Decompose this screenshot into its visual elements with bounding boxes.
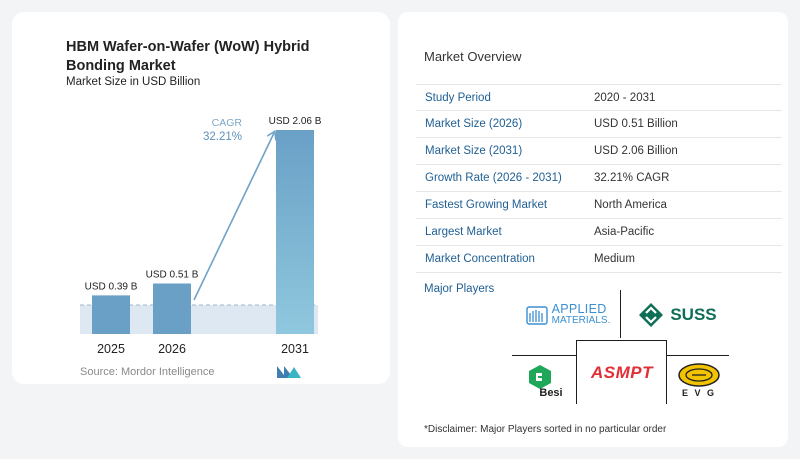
overview-value: North America <box>594 199 667 211</box>
besi-icon <box>529 365 551 389</box>
major-players-title: Major Players <box>424 283 495 295</box>
overview-row: Largest Market Asia-Pacific <box>416 219 782 246</box>
players-divider <box>667 355 729 356</box>
overview-row: Market Size (2026) USD 0.51 Billion <box>416 111 782 138</box>
mordor-logo-icon <box>277 366 301 378</box>
besi-name: Besi <box>539 387 563 399</box>
evg-name: E V G <box>681 387 716 398</box>
overview-value: USD 2.06 Billion <box>594 145 678 157</box>
disclaimer: *Disclaimer: Major Players sorted in no … <box>424 424 667 435</box>
bar-2025 <box>92 295 130 334</box>
chart-subtitle: Market Size in USD Billion <box>66 76 201 88</box>
applied-materials-line2: MATERIALS. <box>551 315 611 326</box>
overview-row: Growth Rate (2026 - 2031) 32.21% CAGR <box>416 165 782 192</box>
applied-materials-icon <box>525 306 548 325</box>
players-divider <box>576 340 577 404</box>
players-divider <box>512 355 576 356</box>
overview-value: USD 0.51 Billion <box>594 118 678 130</box>
overview-title: Market Overview <box>424 49 522 64</box>
overview-row: Fastest Growing Market North America <box>416 192 782 219</box>
bar-chart: USD 0.39 B 2025 USD 0.51 B 2026 USD 2.06 B 20… <box>80 116 322 356</box>
overview-row: Market Concentration Medium <box>416 246 782 273</box>
overview-value: Medium <box>594 253 635 265</box>
evg-icon <box>678 362 720 387</box>
source-text: Source: Mordor Intelligence <box>80 366 215 378</box>
overview-label: Growth Rate (2026 - 2031) <box>425 172 562 184</box>
bar-value-label: USD 2.06 B <box>269 116 322 127</box>
cagr-value: 32.21% <box>203 131 242 143</box>
x-tick-label: 2025 <box>97 342 125 356</box>
overview-row: Market Size (2031) USD 2.06 Billion <box>416 138 782 165</box>
chart-title: HBM Wafer-on-Wafer (WoW) Hybrid Bonding … <box>66 39 310 74</box>
applied-materials-logo: APPLIED MATERIALS. <box>518 300 618 330</box>
besi-logo: Besi <box>512 362 568 402</box>
overview-label: Largest Market <box>425 226 502 238</box>
bar-value-label: USD 0.39 B <box>85 281 138 292</box>
asmpt-logo: ASMPT <box>578 358 666 388</box>
overview-table: Study Period 2020 - 2031 Market Size (20… <box>416 84 782 273</box>
overview-value: 2020 - 2031 <box>594 92 656 104</box>
players-divider <box>666 340 667 404</box>
suss-name: SUSS <box>670 305 717 324</box>
bar-2031 <box>276 130 314 334</box>
applied-materials-line1: APPLIED <box>551 302 607 316</box>
overview-label: Market Size (2026) <box>425 118 523 130</box>
x-tick-label: 2026 <box>158 342 186 356</box>
overview-value: Asia-Pacific <box>594 226 655 238</box>
suss-icon <box>639 303 664 327</box>
cagr-arrow <box>193 133 274 301</box>
asmpt-name: ASMPT <box>591 363 653 382</box>
players-divider <box>620 290 621 338</box>
players-divider <box>576 340 667 341</box>
cagr-label: CAGR <box>212 117 243 129</box>
overview-label: Fastest Growing Market <box>425 199 548 211</box>
overview-label: Study Period <box>425 92 491 104</box>
evg-logo: E V G <box>670 360 728 400</box>
bar-2026 <box>153 283 191 334</box>
overview-value: 32.21% CAGR <box>594 172 670 184</box>
overview-label: Market Size (2031) <box>425 145 523 157</box>
overview-row: Study Period 2020 - 2031 <box>416 84 782 111</box>
x-tick-label: 2031 <box>281 342 309 356</box>
suss-logo: SUSS <box>630 300 725 330</box>
overview-label: Market Concentration <box>425 253 535 265</box>
bar-value-label: USD 0.51 B <box>146 269 199 280</box>
